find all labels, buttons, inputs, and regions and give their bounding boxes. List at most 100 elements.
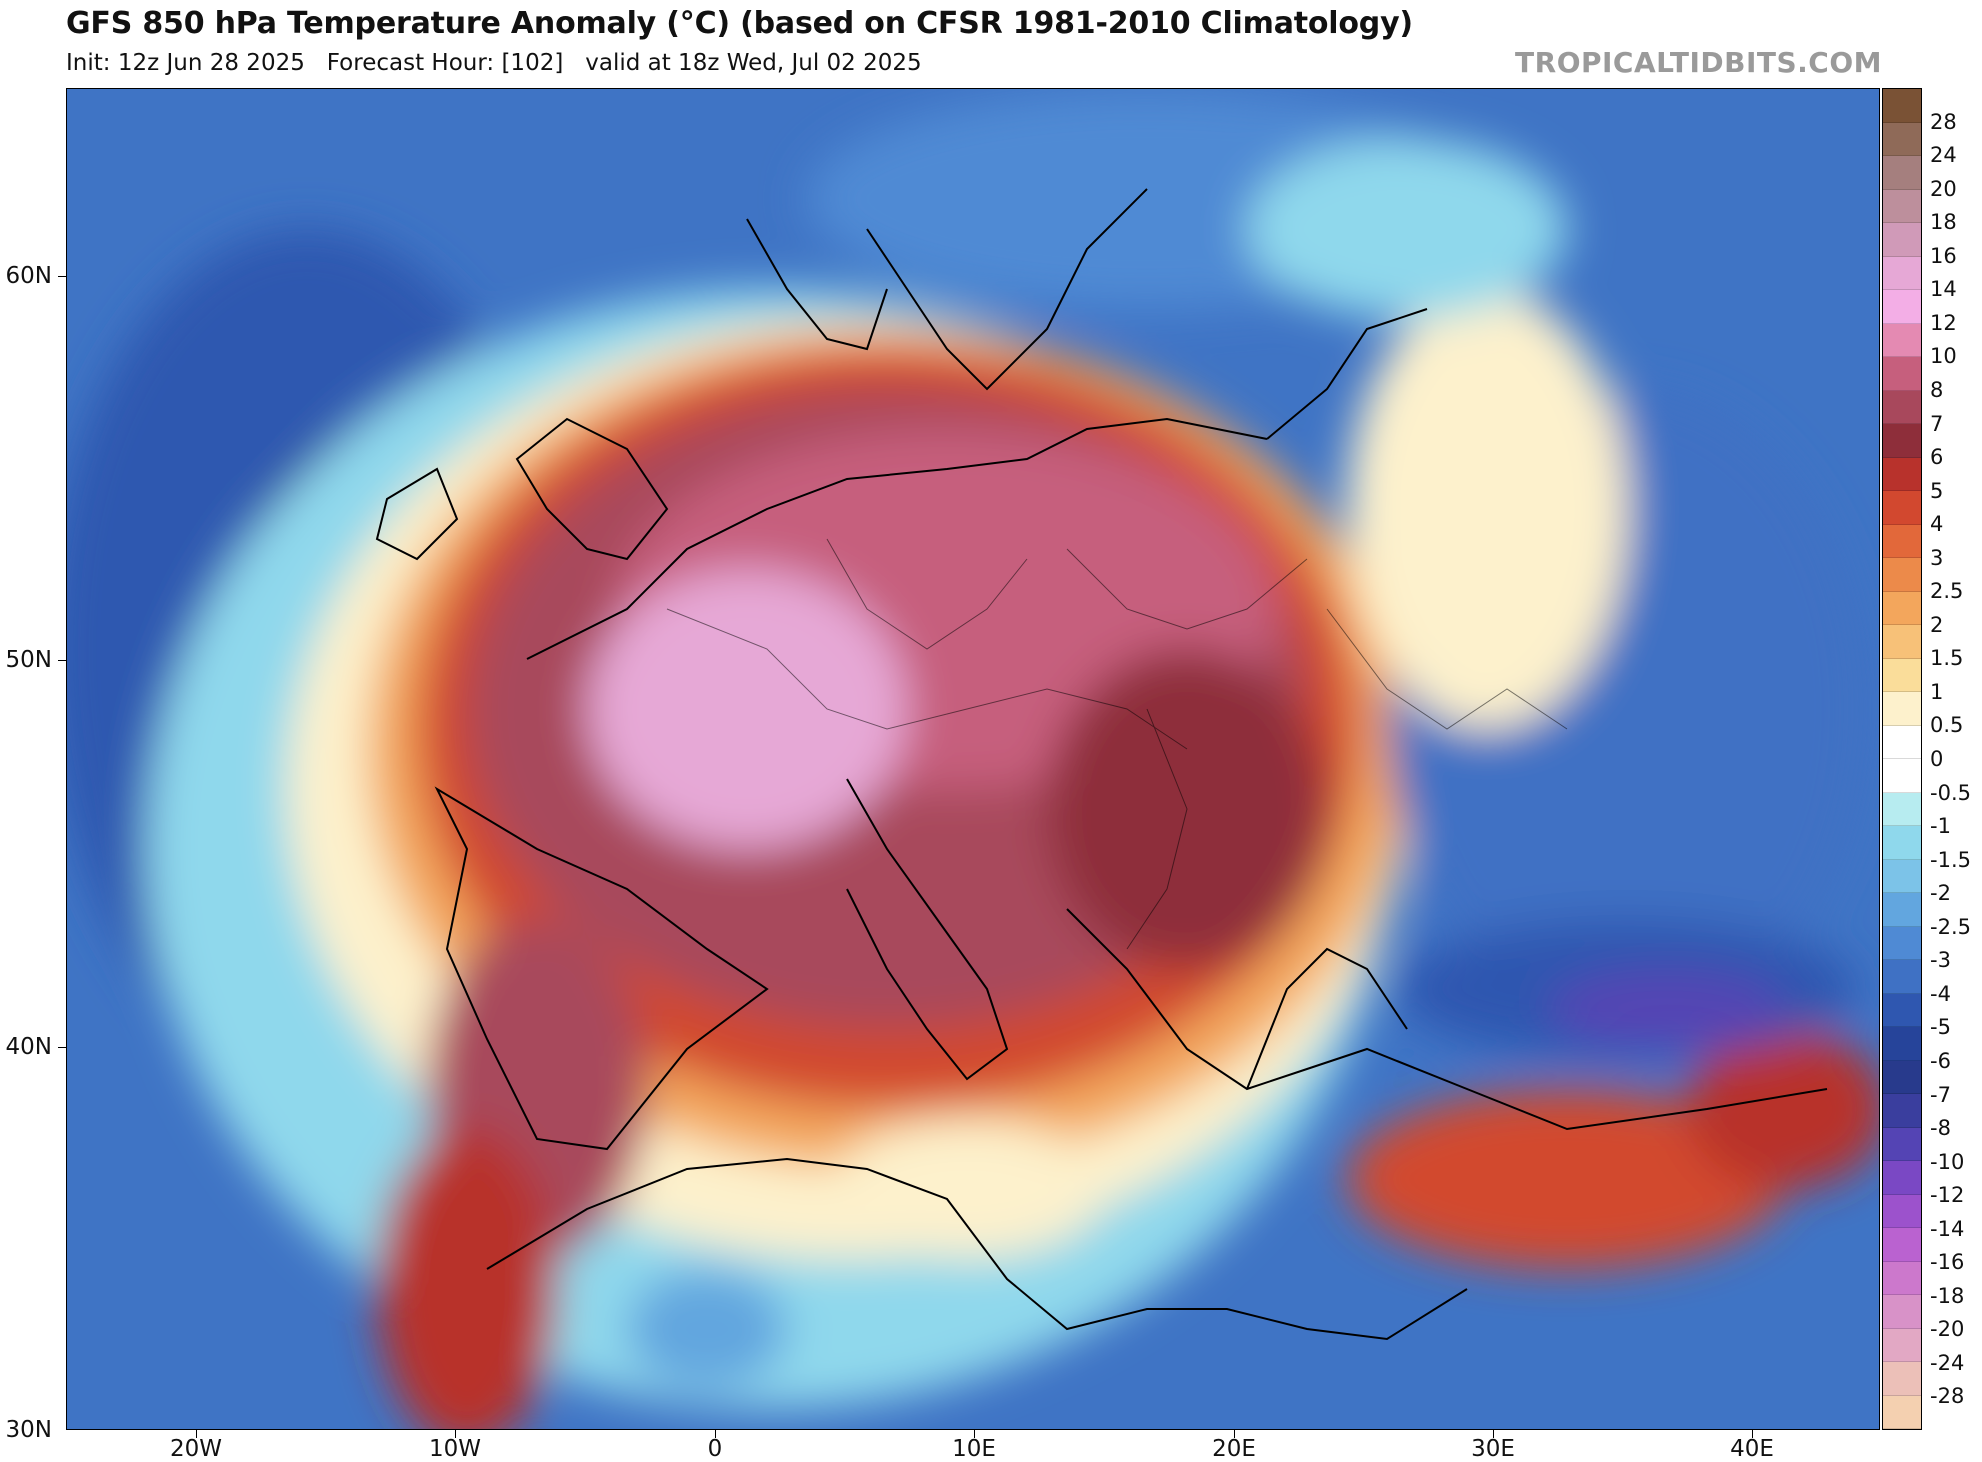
color-scale-label: -8 xyxy=(1930,1116,1951,1141)
color-scale-segment xyxy=(1883,156,1921,190)
lon-label-30e: 30E xyxy=(1471,1436,1515,1462)
color-scale-label: -10 xyxy=(1930,1149,1965,1174)
color-scale-label: -2 xyxy=(1930,881,1951,906)
color-scale-label: 3 xyxy=(1930,545,1944,570)
color-scale-segment xyxy=(1883,290,1921,324)
color-scale-label: 6 xyxy=(1930,445,1944,470)
color-scale-label: 24 xyxy=(1930,143,1957,168)
color-scale-label: -4 xyxy=(1930,981,1951,1006)
color-scale-label: 0.5 xyxy=(1930,713,1964,738)
color-scale-segment xyxy=(1883,256,1921,290)
color-scale-label: 20 xyxy=(1930,176,1957,201)
color-scale-label: 1 xyxy=(1930,679,1944,704)
color-scale-segment xyxy=(1883,357,1921,391)
color-scale-label: -5 xyxy=(1930,1015,1951,1040)
color-scale-segment xyxy=(1883,1362,1921,1396)
lat-tick xyxy=(58,276,66,277)
color-scale-segment xyxy=(1883,625,1921,659)
color-scale-segment xyxy=(1883,759,1921,793)
color-scale-segment xyxy=(1883,1228,1921,1262)
color-scale-segment xyxy=(1883,1295,1921,1329)
lon-label-10e: 10E xyxy=(952,1436,996,1462)
color-scale-label: -1.5 xyxy=(1930,847,1971,872)
color-scale-label: -14 xyxy=(1930,1216,1965,1241)
lat-tick xyxy=(58,660,66,661)
lon-tick xyxy=(1234,1430,1235,1438)
color-scale-segment xyxy=(1883,1395,1921,1429)
lon-label-20w: 20W xyxy=(169,1436,223,1462)
color-scale-label: -24 xyxy=(1930,1350,1965,1375)
color-scale-label: 1.5 xyxy=(1930,646,1964,671)
color-scale-label: 28 xyxy=(1930,109,1957,134)
color-scale-segment xyxy=(1883,591,1921,625)
color-scale-label: 2 xyxy=(1930,612,1944,637)
source-watermark: TROPICALTIDBITS.COM xyxy=(1515,46,1882,79)
color-scale-label: -18 xyxy=(1930,1283,1965,1308)
color-scale-segment xyxy=(1883,524,1921,558)
color-scale-label: 8 xyxy=(1930,377,1944,402)
color-scale-label: -12 xyxy=(1930,1183,1965,1208)
color-scale-segment xyxy=(1883,323,1921,357)
color-scale-label: 14 xyxy=(1930,277,1957,302)
lon-tick xyxy=(1752,1430,1753,1438)
color-scale-segment xyxy=(1883,1094,1921,1128)
color-scale-segment xyxy=(1883,122,1921,156)
color-scale-segment xyxy=(1883,1261,1921,1295)
color-scale-segment xyxy=(1883,424,1921,458)
lon-label-0: 0 xyxy=(707,1436,723,1462)
color-scale-segment xyxy=(1883,926,1921,960)
color-scale-segment xyxy=(1883,692,1921,726)
color-scale-label: 2.5 xyxy=(1930,579,1964,604)
color-scale-label: 4 xyxy=(1930,512,1944,537)
color-scale-label: -0.5 xyxy=(1930,780,1971,805)
color-scale-label: -2.5 xyxy=(1930,914,1971,939)
color-scale-label: -3 xyxy=(1930,948,1951,973)
color-scale-segment xyxy=(1883,658,1921,692)
anomaly-field xyxy=(67,89,1879,1429)
lat-label-40n: 40N xyxy=(5,1034,52,1060)
color-scale-label: 0 xyxy=(1930,747,1944,771)
color-scale-segment xyxy=(1883,457,1921,491)
color-scale-label: -7 xyxy=(1930,1082,1951,1107)
lon-tick xyxy=(974,1430,975,1438)
lat-tick xyxy=(58,1047,66,1048)
color-scale-segment xyxy=(1883,1161,1921,1195)
color-scale-segment xyxy=(1883,89,1921,123)
color-scale-segment xyxy=(1883,893,1921,927)
color-scale-segment xyxy=(1883,1060,1921,1094)
color-scale-bar xyxy=(1882,88,1922,1430)
color-scale-label: 12 xyxy=(1930,310,1957,335)
lon-tick xyxy=(196,1430,197,1438)
color-scale-segment xyxy=(1883,725,1921,759)
lon-tick xyxy=(1493,1430,1494,1438)
color-scale-segment xyxy=(1883,1027,1921,1061)
color-scale-segment xyxy=(1883,1194,1921,1228)
color-scale-segment xyxy=(1883,993,1921,1027)
color-scale-segment xyxy=(1883,859,1921,893)
lon-label-20e: 20E xyxy=(1212,1436,1256,1462)
anomaly-map xyxy=(66,88,1880,1430)
lat-label-30n: 30N xyxy=(5,1417,52,1443)
color-scale-segment xyxy=(1883,1127,1921,1161)
color-scale-segment xyxy=(1883,792,1921,826)
color-scale-segment xyxy=(1883,491,1921,525)
chart-title: GFS 850 hPa Temperature Anomaly (°C) (ba… xyxy=(66,6,1413,41)
color-scale-segment xyxy=(1883,558,1921,592)
color-scale-segment xyxy=(1883,189,1921,223)
lat-label-60n: 60N xyxy=(5,263,52,289)
color-scale-label: 7 xyxy=(1930,411,1944,436)
lon-tick xyxy=(455,1430,456,1438)
forecast-info: Init: 12z Jun 28 2025 Forecast Hour: [10… xyxy=(66,50,922,76)
lat-label-50n: 50N xyxy=(5,647,52,673)
lon-label-10w: 10W xyxy=(428,1436,482,1462)
color-scale-segment xyxy=(1883,826,1921,860)
color-scale-label: 10 xyxy=(1930,344,1957,369)
color-scale-label: -20 xyxy=(1930,1317,1965,1342)
color-scale-segment xyxy=(1883,960,1921,994)
lon-label-40e: 40E xyxy=(1730,1436,1774,1462)
color-scale-label: -28 xyxy=(1930,1384,1965,1409)
color-scale-segment xyxy=(1883,223,1921,257)
color-scale-label: 16 xyxy=(1930,243,1957,268)
color-scale-label: -16 xyxy=(1930,1250,1965,1275)
color-scale-label: -6 xyxy=(1930,1048,1951,1073)
